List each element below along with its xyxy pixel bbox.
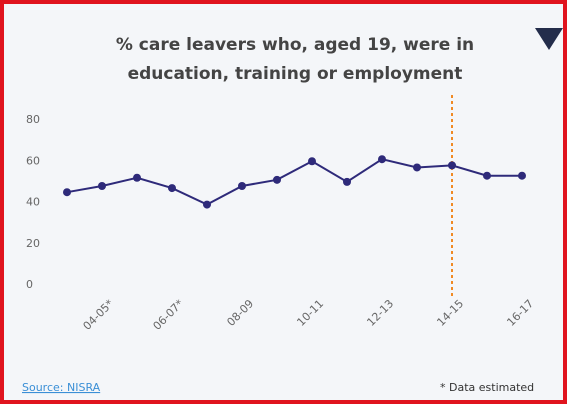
footnote: * Data estimated [440,381,534,394]
data-point [343,177,351,186]
data-point [63,188,71,197]
data-point [98,182,106,190]
data-point [308,157,316,166]
data-point [133,173,141,182]
y-tick-label: 0 [26,278,33,291]
data-point [518,171,526,180]
data-point [483,171,491,180]
data-point [413,163,421,172]
data-point [203,200,211,209]
data-point [238,182,246,190]
series-line [66,158,522,206]
y-tick-label: 60 [26,154,40,167]
source-link[interactable]: Source: NISRA [22,381,101,394]
chart-title: education, training or employment [128,64,463,84]
y-tick-label: 80 [26,113,40,126]
menu-icon[interactable] [535,28,563,50]
y-tick-label: 40 [26,196,40,209]
data-point [168,184,176,193]
data-point [378,155,386,164]
data-point [448,161,456,170]
y-tick-label: 20 [26,237,40,250]
chart-title: % care leavers who, aged 19, were in [116,35,474,55]
data-point [273,175,281,184]
